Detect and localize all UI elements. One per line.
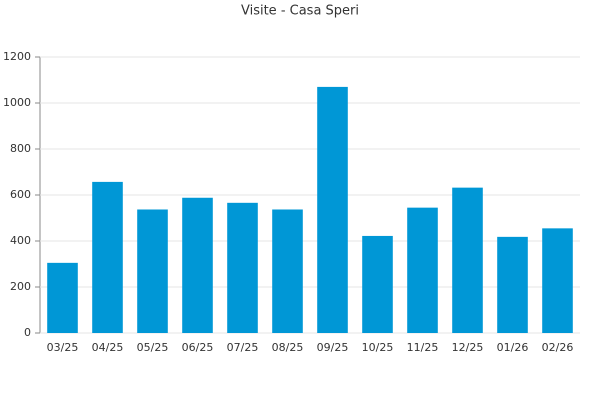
x-tick-label: 11/25 (407, 341, 439, 354)
x-tick-label: 10/25 (362, 341, 394, 354)
x-tick-label: 02/26 (542, 341, 574, 354)
chart-title: Visite - Casa Speri (241, 4, 359, 19)
bar (92, 181, 123, 333)
y-tick-label: 1200 (3, 50, 31, 63)
x-tick-label: 08/25 (272, 341, 304, 354)
x-tick-label: 12/25 (452, 341, 484, 354)
y-tick-label: 600 (10, 188, 31, 201)
y-tick-label: 1000 (3, 96, 31, 109)
x-tick-label: 05/25 (137, 341, 169, 354)
bar (407, 207, 438, 333)
bar (497, 236, 528, 333)
x-tick-label: 04/25 (92, 341, 124, 354)
bar (227, 202, 258, 333)
x-tick-label: 07/25 (227, 341, 259, 354)
x-tick-label: 09/25 (317, 341, 349, 354)
bar (182, 197, 213, 333)
bar (317, 86, 348, 334)
x-tick-label: 06/25 (182, 341, 214, 354)
bar (362, 235, 393, 333)
x-tick-label: 03/25 (47, 341, 79, 354)
bar (137, 209, 168, 333)
y-tick-label: 0 (24, 326, 31, 339)
y-tick-label: 800 (10, 142, 31, 155)
y-tick-label: 400 (10, 234, 31, 247)
bar (272, 209, 303, 333)
bar (542, 228, 573, 333)
bar (452, 187, 483, 333)
bar (47, 262, 78, 333)
y-tick-label: 200 (10, 280, 31, 293)
x-tick-label: 01/26 (497, 341, 529, 354)
